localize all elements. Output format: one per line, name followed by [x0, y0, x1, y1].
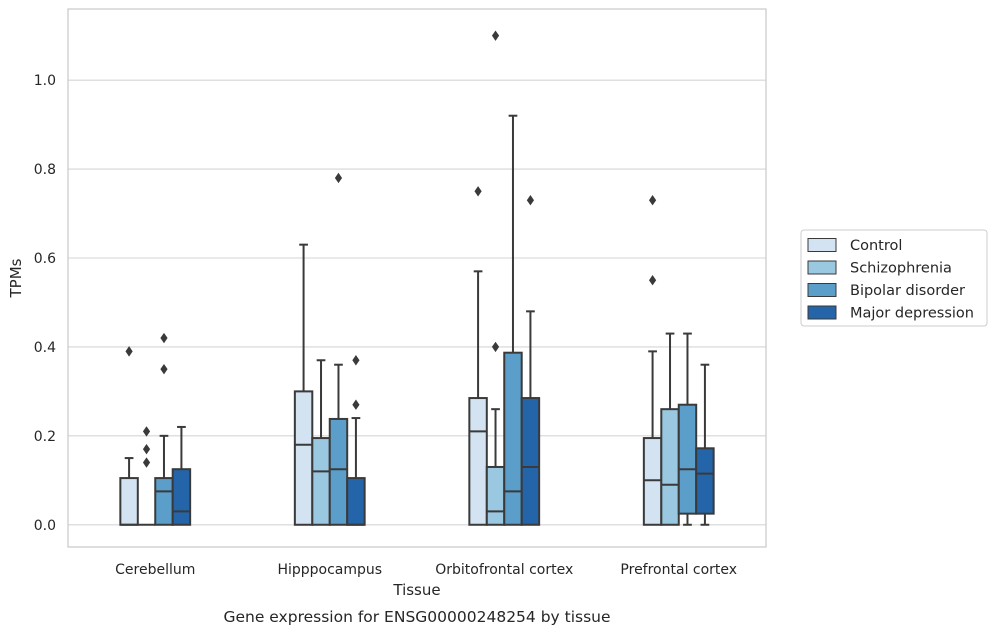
outlier-point: [160, 363, 168, 375]
box-group: [137, 426, 156, 526]
outlier-point: [474, 186, 482, 197]
outlier-point: [142, 457, 151, 468]
outlier-point: [125, 346, 133, 357]
box: [346, 477, 366, 526]
legend-swatch: [807, 305, 837, 320]
box-group: [119, 346, 139, 526]
box-group: [695, 363, 715, 526]
box-group: [642, 194, 663, 526]
outlier-point: [526, 194, 535, 206]
x-axis-label: Tissue: [392, 581, 440, 599]
box: [520, 397, 541, 526]
box-group: [485, 30, 506, 526]
y-tick-label: 0.8: [34, 162, 56, 178]
x-tick-label: Prefrontal cortex: [620, 562, 737, 578]
legend-swatch: [807, 238, 837, 252]
outlier-point: [491, 341, 500, 353]
y-axis-label: TPMs: [7, 258, 25, 298]
outlier-point: [491, 30, 500, 41]
box-group: [328, 172, 349, 526]
plot-area-frame: [67, 8, 767, 548]
y-tick-label: 0.6: [34, 251, 56, 267]
box: [328, 417, 349, 526]
x-tick-label: Cerebellum: [115, 562, 195, 578]
outlier-point: [648, 275, 657, 286]
outlier-point: [142, 426, 151, 437]
legend-label: Major depression: [850, 306, 974, 322]
box-group: [677, 332, 698, 526]
legend-label: Bipolar disorder: [850, 283, 965, 299]
box: [468, 397, 488, 526]
outlier-point: [142, 443, 151, 455]
legend-label: Control: [850, 238, 902, 254]
box-group: [660, 332, 680, 526]
legend-swatch: [807, 260, 837, 275]
legend: Control Schizophrenia Bipolar disorder Majo…: [800, 229, 988, 327]
x-tick-label: Orbitofrontal cortex: [435, 562, 573, 578]
box: [695, 447, 715, 515]
outlier-point: [352, 355, 360, 366]
box: [503, 351, 523, 526]
legend-swatch: [807, 283, 837, 297]
box: [154, 477, 174, 526]
box: [293, 390, 314, 526]
box: [660, 408, 680, 526]
outlier-point: [334, 172, 343, 184]
chart-caption: Gene expression for ENSG00000248254 by t…: [223, 608, 610, 626]
y-axis-ticks: 0.0 0.2 0.4 0.6 0.8 1.0: [34, 73, 56, 534]
box-group: [154, 332, 174, 526]
legend-label: Schizophrenia: [850, 261, 952, 277]
outlier-point: [648, 194, 657, 206]
outlier-point: [160, 332, 168, 344]
box: [311, 437, 331, 526]
box-group: [171, 425, 192, 526]
box-group: [468, 186, 488, 526]
y-tick-label: 0.0: [34, 518, 56, 534]
x-tick-label: Hipppocampus: [277, 562, 382, 578]
y-tick-label: 0.4: [34, 340, 56, 356]
outlier-point: [352, 399, 360, 410]
box-group: [293, 243, 314, 526]
box-group: [503, 114, 523, 526]
legend-frame: [800, 229, 988, 327]
box: [485, 465, 506, 526]
box-group: [520, 194, 541, 526]
box: [171, 468, 192, 526]
y-tick-label: 0.2: [34, 429, 56, 445]
x-axis-ticks: Cerebellum Hipppocampus Orbitofrontal cort…: [115, 562, 737, 578]
box-group: [311, 359, 331, 526]
box: [677, 403, 698, 515]
box: [642, 437, 663, 526]
y-tick-label: 1.0: [34, 73, 56, 89]
box-series: [119, 30, 715, 526]
box: [119, 477, 139, 526]
box-group: [346, 355, 366, 526]
